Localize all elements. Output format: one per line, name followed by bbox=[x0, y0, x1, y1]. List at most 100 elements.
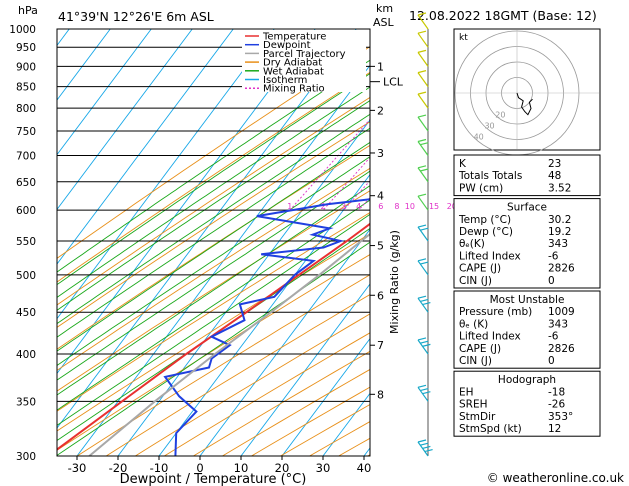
isotherm-line bbox=[57, 29, 316, 375]
series-dewpoint bbox=[163, 198, 370, 456]
pressure-tick-label: 450 bbox=[16, 307, 36, 319]
wet-adiabat-line bbox=[57, 213, 370, 426]
pressure-tick-label: 500 bbox=[16, 270, 36, 282]
mixing-ratio-line bbox=[289, 118, 370, 211]
pressure-ticks: 300 350 400 450 500 550 600 650 700 750 800 850 900 9… bbox=[9, 24, 36, 463]
km-tick-label: 4 bbox=[377, 190, 384, 203]
index-row-value: 3.52 bbox=[548, 182, 571, 194]
mixing-ratio-label: 2 bbox=[321, 202, 326, 211]
wind-barb-flag bbox=[417, 439, 427, 443]
wet-adiabat-line bbox=[57, 127, 370, 338]
wet-adiabat-line bbox=[57, 199, 370, 411]
hodograph-trace bbox=[516, 92, 533, 116]
surface-row-value: 19.2 bbox=[548, 226, 571, 238]
pressure-tick-label: 700 bbox=[16, 150, 36, 162]
index-row-label: PW (cm) bbox=[459, 182, 503, 194]
unstable-row-label: θₑ (K) bbox=[459, 318, 488, 330]
x-tick-label: -10 bbox=[150, 461, 169, 475]
unstable-row-label: CIN (J) bbox=[459, 355, 492, 367]
series-temperature bbox=[57, 222, 370, 451]
surface-title: Surface bbox=[507, 202, 547, 214]
surface-row-value: 30.2 bbox=[548, 214, 571, 226]
legend-label: Dry Adiabat bbox=[263, 58, 322, 69]
hodograph-stats-row-label: StmDir bbox=[459, 411, 496, 423]
legend-label: Dewpoint bbox=[263, 40, 311, 51]
hodograph-stats-box bbox=[453, 370, 601, 437]
pressure-tick-label: 1000 bbox=[9, 24, 36, 36]
dry-adiabat-line bbox=[57, 190, 370, 392]
pressure-tick-label: 750 bbox=[16, 126, 36, 138]
wind-barb-flag bbox=[420, 387, 429, 392]
wind-barb bbox=[417, 141, 429, 156]
km-label: km bbox=[376, 2, 393, 15]
dry-adiabat-line bbox=[57, 121, 370, 328]
surface-box bbox=[453, 198, 601, 289]
wind-barb-flag bbox=[417, 337, 427, 341]
hodograph-stats-row-value: 12 bbox=[548, 423, 561, 435]
hodograph-stats-row-value: 353° bbox=[548, 411, 573, 423]
mixing-ratio-lines bbox=[289, 118, 370, 211]
dry-adiabat-line bbox=[57, 254, 370, 451]
wind-barb-flag bbox=[420, 298, 429, 302]
wind-barb bbox=[417, 167, 429, 183]
unstable-row-value: 343 bbox=[548, 318, 568, 330]
dry-adiabat-line bbox=[57, 212, 370, 412]
wind-barb bbox=[417, 14, 429, 30]
x-tick-label: 10 bbox=[234, 461, 249, 475]
km-tick-label: 8 bbox=[377, 388, 384, 401]
wind-barb-flag bbox=[417, 193, 427, 197]
legend-label: Mixing Ratio bbox=[263, 84, 325, 95]
unstable-row-value: -6 bbox=[548, 331, 559, 343]
pressure-tick-label: 600 bbox=[16, 205, 36, 217]
series-parcel-trajectory bbox=[88, 232, 370, 456]
surface-row-label: CIN (J) bbox=[459, 275, 492, 287]
mixing-ratio-label: 10 bbox=[405, 202, 415, 211]
hodograph-stats-row-value: -26 bbox=[548, 399, 565, 411]
hodograph-stats-title: Hodograph bbox=[498, 374, 556, 386]
km-tick-label: 1 bbox=[377, 60, 384, 73]
mixing-ratio-line bbox=[322, 156, 370, 211]
dry-adiabat-line bbox=[105, 294, 370, 456]
location-title: 41°39'N 12°26'E 6m ASL bbox=[58, 9, 214, 24]
surface-row-label: Lifted Index bbox=[459, 250, 521, 262]
wind-barb-flag bbox=[417, 384, 427, 388]
wind-barb-flag bbox=[420, 168, 429, 172]
hodograph-stats-row-label: SREH bbox=[459, 399, 488, 411]
wind-barb bbox=[417, 52, 429, 67]
pressure-tick-label: 950 bbox=[16, 42, 36, 54]
hodograph-stats-row-value: -18 bbox=[548, 386, 565, 398]
wind-barb-flag bbox=[422, 343, 431, 347]
surface-row-value: -6 bbox=[548, 250, 559, 262]
surface-row-label: CAPE (J) bbox=[459, 263, 501, 275]
unstable-row-label: Pressure (mb) bbox=[459, 306, 532, 318]
mixing-ratio-label: 20 bbox=[447, 202, 457, 211]
wind-barb-flag bbox=[417, 91, 427, 95]
asl-label: ASL bbox=[373, 16, 395, 29]
pressure-tick-label: 900 bbox=[16, 61, 36, 73]
index-row-value: 48 bbox=[548, 170, 561, 182]
hodograph-frame bbox=[453, 28, 601, 151]
datetime-label: 12.08.2022 18GMT (Base: 12) bbox=[409, 8, 597, 23]
hodograph-unit-label: kt bbox=[459, 33, 468, 43]
mixing-ratio-label: 1 bbox=[287, 202, 292, 211]
mixing-ratio-label: 8 bbox=[394, 202, 399, 211]
km-tick-label: 3 bbox=[377, 147, 384, 160]
wind-barb-flag bbox=[417, 70, 427, 74]
unstable-box bbox=[453, 290, 601, 369]
wind-barb-flag bbox=[420, 142, 429, 146]
wet-adiabat-line bbox=[57, 241, 370, 456]
x-tick-label: 20 bbox=[275, 461, 290, 475]
mixing-ratio-label: 6 bbox=[378, 202, 383, 211]
x-tick-label: 0 bbox=[196, 461, 203, 475]
mixing-ratio-label: 3 bbox=[341, 202, 346, 211]
plot-frame bbox=[56, 28, 371, 457]
wind-barb bbox=[417, 260, 429, 276]
wind-barb-flag bbox=[422, 391, 431, 395]
pressure-tick-label: 650 bbox=[16, 177, 36, 189]
temperature-ticks: -30 -20 -10 0 10 20 30 40 bbox=[68, 456, 371, 475]
legend-label: Wet Adiabat bbox=[263, 66, 324, 77]
wind-barb bbox=[417, 116, 429, 132]
unstable-row-label: Lifted Index bbox=[459, 331, 521, 343]
surface-row-label: Dewp (°C) bbox=[459, 226, 513, 238]
